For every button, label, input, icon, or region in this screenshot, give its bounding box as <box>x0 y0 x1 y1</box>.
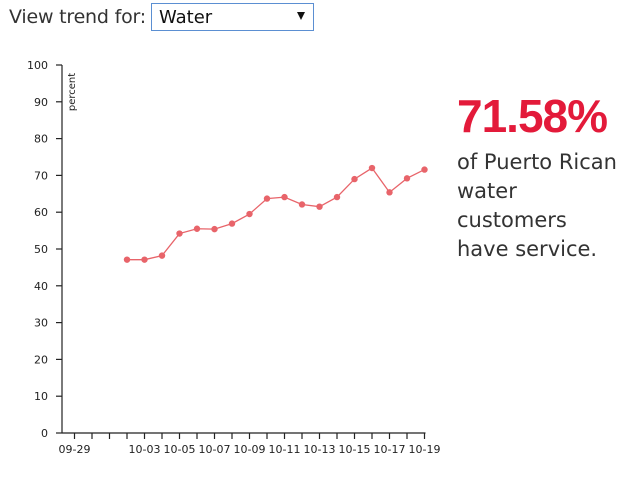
data-point <box>403 175 411 182</box>
y-tick-label: 90 <box>34 96 48 109</box>
y-tick-label: 0 <box>41 427 48 440</box>
data-point <box>211 225 218 233</box>
y-tick-label: 10 <box>34 390 48 403</box>
y-tick-label: 60 <box>34 206 48 219</box>
data-point <box>298 201 306 208</box>
trend-select-value: Water <box>159 6 213 28</box>
stat-description: of Puerto Rican water customers have ser… <box>457 150 617 261</box>
data-point <box>316 203 323 210</box>
x-tick-label: 10-05 <box>164 443 196 456</box>
data-point <box>351 175 358 183</box>
y-tick-label: 100 <box>27 59 48 72</box>
stat-panel: 71.58% of Puerto Rican water customers h… <box>457 90 624 264</box>
x-tick-label: 10-15 <box>339 443 371 456</box>
x-tick-label: 10-07 <box>199 443 231 456</box>
data-point <box>193 225 201 232</box>
x-tick-label: 10-13 <box>304 443 336 456</box>
data-point <box>246 210 253 218</box>
data-point <box>123 256 131 263</box>
data-point <box>421 166 428 173</box>
trend-select[interactable]: Water <box>151 3 314 31</box>
x-tick-label: 10-17 <box>374 443 406 456</box>
x-tick-label: 09-29 <box>59 443 91 456</box>
data-point <box>228 220 236 227</box>
trend-controls: View trend for: Water <box>9 2 314 32</box>
data-point <box>263 195 271 202</box>
data-point <box>176 230 183 237</box>
data-point <box>333 193 341 201</box>
x-tick-label: 10-09 <box>234 443 266 456</box>
x-tick-label: 10-11 <box>269 443 301 456</box>
y-tick-label: 30 <box>34 317 48 330</box>
data-point <box>141 256 148 263</box>
y-tick-label: 80 <box>34 133 48 146</box>
view-trend-label: View trend for: <box>9 6 146 28</box>
stat-value: 71.58% <box>457 90 608 142</box>
series-line <box>127 167 425 261</box>
data-point <box>386 189 393 196</box>
y-axis-label: percent <box>67 73 78 111</box>
y-tick-label: 20 <box>34 353 48 366</box>
chevron-down-icon <box>297 12 305 20</box>
y-tick-label: 70 <box>34 169 48 182</box>
x-tick-label: 10-03 <box>129 443 161 456</box>
y-tick-label: 50 <box>34 243 48 256</box>
data-point <box>158 252 166 259</box>
data-point <box>368 164 376 172</box>
x-tick-label: 10-19 <box>409 443 441 456</box>
data-point <box>281 193 288 201</box>
y-tick-label: 40 <box>34 280 48 293</box>
